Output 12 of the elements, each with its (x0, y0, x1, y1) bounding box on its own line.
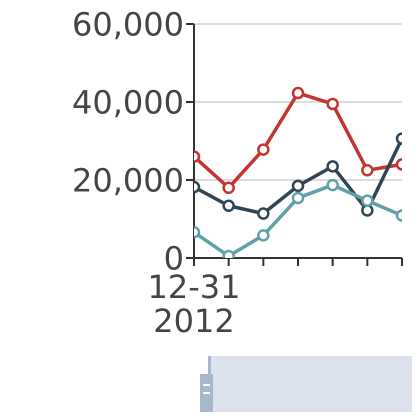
point (292, 192, 304, 204)
point (326, 160, 339, 173)
point (257, 207, 270, 220)
y-tick-label: 60,000 (72, 5, 184, 44)
point (257, 143, 270, 156)
y-tick-label: 40,000 (72, 83, 184, 122)
point (257, 229, 270, 242)
point (326, 98, 339, 110)
point (292, 180, 304, 192)
point (326, 178, 339, 192)
y-tick-label: 20,000 (72, 161, 184, 200)
point (292, 86, 304, 100)
